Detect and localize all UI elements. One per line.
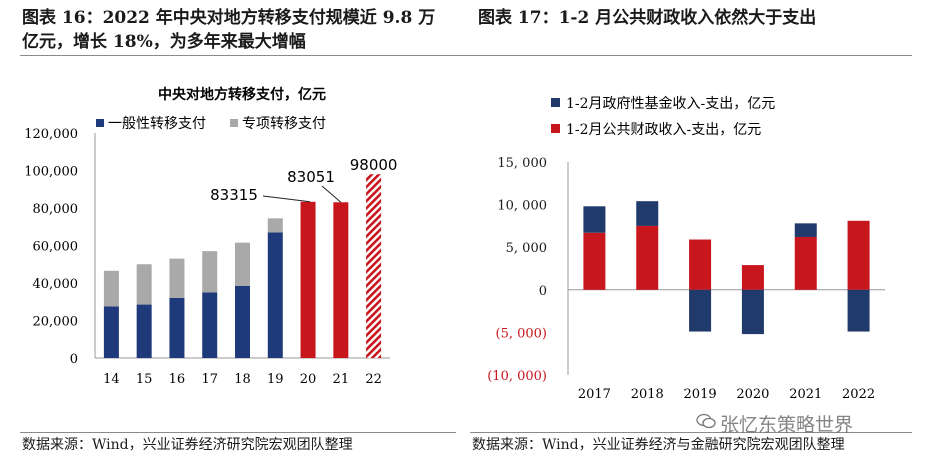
left-y-tick-label: 80,000 — [33, 202, 79, 217]
left-bar-general-transfer — [136, 304, 152, 358]
left-source-note: 数据来源：Wind，兴业证券经济研究院宏观团队整理 — [22, 437, 353, 453]
left-data-label-leader — [262, 195, 311, 203]
wechat-icon — [696, 413, 716, 429]
right-bar-gov-fund — [794, 223, 817, 237]
watermark-text: 张忆东策略世界 — [720, 414, 854, 436]
right-x-tick-label: 2020 — [736, 387, 769, 402]
right-bar-gov-fund — [741, 289, 764, 335]
right-bar-public-finance — [847, 220, 870, 290]
left-x-tick-label: 22 — [365, 372, 382, 387]
right-bar-public-finance — [583, 232, 606, 290]
left-figure-title: 图表 16：2022 年中央对地方转移支付规模近 9.8 万 亿元，增长 18%… — [22, 6, 450, 54]
left-figure-title-line1: 图表 16：2022 年中央对地方转移支付规模近 9.8 万 — [22, 8, 436, 28]
right-y-tick-label: 10, 000 — [497, 199, 547, 214]
right-footer-divider — [470, 432, 912, 433]
left-y-tick-label: 100,000 — [24, 165, 78, 180]
right-bar-gov-fund — [847, 289, 870, 332]
right-y-tick-label: 0 — [539, 284, 547, 299]
right-legend-label: 1-2月公共财政收入-支出，亿元 — [566, 122, 761, 138]
left-y-tick-label: 40,000 — [33, 277, 79, 292]
left-bar-special-transfer — [267, 218, 283, 233]
right-x-tick-label: 2018 — [631, 387, 664, 402]
right-y-tick-label: (10, 000) — [487, 369, 547, 384]
right-bar-gov-fund — [689, 289, 712, 332]
left-x-tick-label: 21 — [333, 372, 350, 387]
left-legend-swatch — [96, 119, 104, 127]
right-legend-swatch — [551, 124, 560, 133]
right-source-note: 数据来源：Wind，兴业证券经济与金融研究院宏观团队整理 — [472, 437, 845, 453]
right-bar-public-finance — [794, 236, 817, 290]
left-x-tick-label: 20 — [300, 372, 317, 387]
left-legend-swatch — [230, 119, 238, 127]
left-y-tick-label: 60,000 — [33, 240, 79, 255]
left-data-label: 98000 — [350, 156, 398, 174]
left-bar-general-transfer — [103, 306, 119, 358]
right-x-tick-label: 2021 — [789, 387, 822, 402]
right-y-tick-label: 15, 000 — [497, 156, 547, 171]
left-y-tick-label: 120,000 — [24, 127, 78, 142]
left-bar-general-transfer — [169, 298, 185, 358]
left-bar-general-transfer — [202, 292, 218, 358]
right-x-tick-label: 2019 — [684, 387, 717, 402]
left-x-tick-label: 15 — [136, 372, 153, 387]
left-bar-special-transfer — [169, 258, 185, 298]
left-bar-special-transfer — [202, 251, 218, 293]
left-bar-total-20 — [300, 201, 316, 358]
left-bar-general-transfer — [235, 285, 250, 358]
left-x-tick-label: 14 — [103, 372, 120, 387]
left-legend-label: 一般性转移支付 — [108, 116, 206, 132]
left-figure-title-line2: 亿元，增长 18%，为多年来最大增幅 — [22, 32, 306, 52]
left-bar-special-transfer — [136, 264, 152, 305]
right-bar-public-finance — [689, 239, 712, 290]
left-x-tick-label: 16 — [169, 372, 186, 387]
header-divider — [20, 55, 912, 56]
right-x-tick-label: 2022 — [842, 387, 875, 402]
left-bar-special-transfer — [103, 270, 119, 307]
left-y-tick-label: 20,000 — [33, 315, 79, 330]
left-footer-divider — [20, 432, 456, 433]
right-legend-label: 1-2月政府性基金收入-支出，亿元 — [566, 95, 775, 112]
left-x-tick-label: 19 — [267, 372, 284, 387]
right-y-tick-label: 5, 000 — [506, 241, 547, 256]
left-chart-title: 中央对地方转移支付，亿元 — [158, 86, 326, 103]
left-y-tick-label: 0 — [70, 352, 78, 367]
left-bar-total-22 — [366, 174, 382, 358]
right-bar-public-finance — [741, 265, 764, 290]
left-x-tick-label: 18 — [234, 372, 251, 387]
left-x-tick-label: 17 — [201, 372, 218, 387]
right-bar-gov-fund — [636, 201, 659, 226]
left-bar-general-transfer — [267, 232, 283, 358]
right-bar-public-finance — [636, 225, 659, 290]
left-data-label: 83315 — [210, 186, 258, 204]
left-data-label: 83051 — [287, 168, 335, 186]
left-data-label-leader — [321, 185, 342, 203]
left-legend-label: 专项转移支付 — [242, 116, 326, 132]
right-figure-title: 图表 17：1-2 月公共财政收入依然大于支出 — [478, 8, 817, 28]
right-x-tick-label: 2017 — [578, 387, 611, 402]
right-y-tick-label: (5, 000) — [496, 326, 548, 341]
right-bar-gov-fund — [583, 206, 606, 233]
left-bar-total-21 — [333, 202, 349, 358]
left-bar-special-transfer — [235, 242, 250, 286]
right-legend-swatch — [551, 98, 560, 107]
